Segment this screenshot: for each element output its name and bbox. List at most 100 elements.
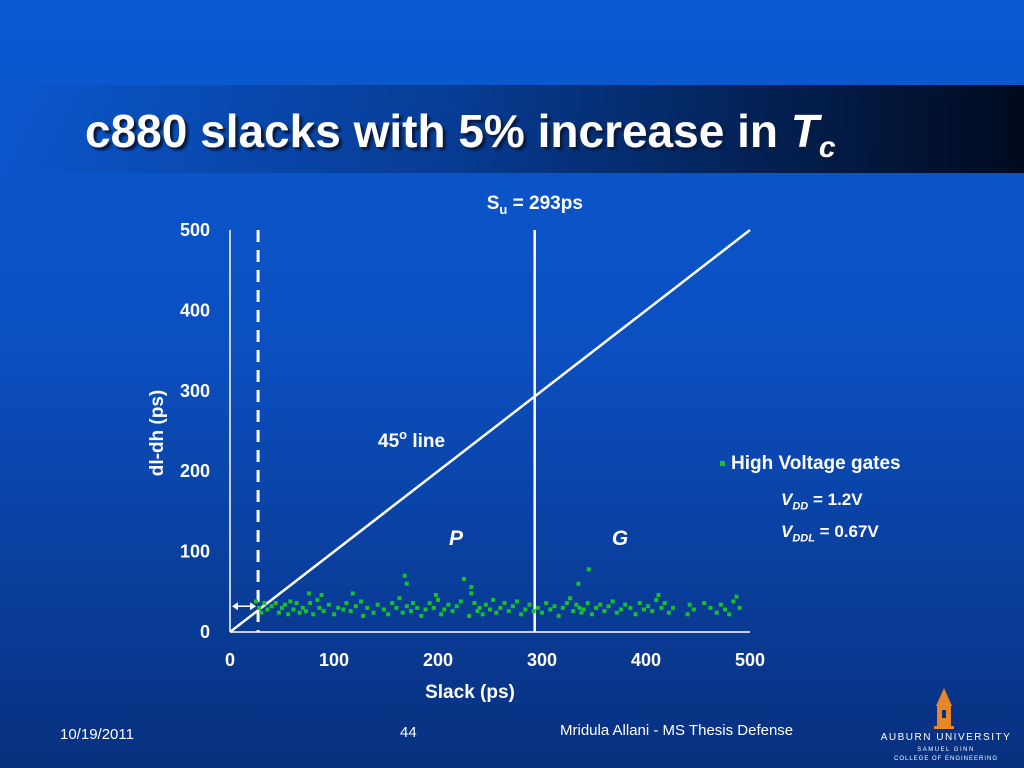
scatter-point bbox=[623, 602, 628, 607]
scatter-point bbox=[515, 599, 520, 604]
scatter-point bbox=[454, 604, 459, 609]
scatter-point bbox=[606, 604, 611, 609]
scatter-point bbox=[319, 593, 324, 598]
scatter-point bbox=[574, 602, 579, 607]
scatter-point bbox=[276, 610, 281, 615]
scatter-point bbox=[646, 604, 651, 609]
scatter-point bbox=[321, 609, 326, 614]
scatter-point bbox=[594, 605, 599, 610]
scatter-point bbox=[480, 612, 485, 617]
scatter-point bbox=[394, 605, 399, 610]
scatter-point bbox=[294, 601, 299, 606]
scatter-point bbox=[585, 601, 590, 606]
scatter-point bbox=[300, 605, 305, 610]
scatter-point bbox=[502, 601, 507, 606]
scatter-point bbox=[723, 607, 728, 612]
scatter-point bbox=[381, 607, 386, 612]
scatter-point bbox=[560, 605, 565, 610]
scatter-point bbox=[262, 601, 267, 606]
scatter-point bbox=[737, 605, 742, 610]
scatter-point bbox=[656, 593, 661, 598]
scatter-point bbox=[317, 605, 322, 610]
scatter-point bbox=[519, 612, 524, 617]
scatter-point bbox=[527, 602, 532, 607]
slide-title: c880 slacks with 5% increase in Tc bbox=[85, 105, 836, 164]
scatter-point bbox=[556, 613, 561, 618]
scatter-point bbox=[462, 576, 466, 581]
scatter-point bbox=[691, 607, 696, 612]
chart-labels: 0 100 200 300 400 500 0 100 200 300 400 500 Slack (p… bbox=[147, 193, 765, 703]
vdd-line: VDD = 1.2V bbox=[781, 490, 863, 513]
scatter-point bbox=[442, 607, 447, 612]
y-tick-label: 100 bbox=[180, 542, 210, 562]
scatter-point bbox=[365, 605, 370, 610]
scatter-point bbox=[544, 601, 549, 606]
scatter-point bbox=[415, 605, 420, 610]
scatter-point bbox=[404, 581, 409, 586]
x-tick-label: 100 bbox=[319, 650, 349, 670]
scatter-point bbox=[577, 605, 582, 610]
scatter-point bbox=[291, 607, 296, 612]
scatter-point bbox=[472, 601, 477, 606]
scatter-point bbox=[633, 612, 638, 617]
region-label-g: G bbox=[612, 527, 628, 550]
scatter-point bbox=[564, 601, 569, 606]
scatter-point bbox=[348, 609, 353, 614]
scatter-point bbox=[361, 613, 366, 618]
scatter-point bbox=[303, 609, 308, 614]
scatter-point bbox=[568, 596, 573, 601]
chart-marks bbox=[229, 229, 751, 633]
scatter-point bbox=[411, 601, 416, 606]
scatter-point bbox=[488, 607, 492, 612]
scatter-point bbox=[265, 607, 270, 612]
scatter-point bbox=[436, 597, 440, 602]
scatter-point bbox=[687, 602, 692, 607]
footer-text: Mridula Allani - MS Thesis Defense bbox=[560, 722, 794, 739]
scatter-point bbox=[650, 609, 655, 614]
scatter-point bbox=[531, 609, 536, 614]
scatter-point bbox=[341, 607, 346, 612]
diagonal-45-line bbox=[229, 229, 751, 633]
scatter-point bbox=[469, 591, 474, 596]
scatter-point bbox=[315, 597, 320, 602]
scatter-point bbox=[353, 604, 358, 609]
scatter-point bbox=[404, 604, 409, 609]
scatter-point bbox=[336, 605, 341, 610]
scatter-point bbox=[614, 610, 619, 615]
scatter-point bbox=[506, 609, 511, 614]
scatter-point bbox=[308, 601, 313, 606]
scatter-point bbox=[458, 599, 463, 604]
scatter-point bbox=[408, 609, 413, 614]
scatter-point bbox=[510, 604, 515, 609]
scatter-point bbox=[571, 609, 576, 614]
scatter-point bbox=[390, 601, 395, 606]
vddl-line: VDDL = 0.67V bbox=[781, 522, 879, 545]
scatter-point bbox=[402, 573, 407, 578]
scatter-point bbox=[494, 610, 499, 615]
scatter-point bbox=[734, 594, 739, 599]
scatter-point bbox=[431, 605, 436, 610]
scatter-point bbox=[286, 612, 291, 617]
scatter-point bbox=[259, 610, 264, 615]
scatter-point bbox=[475, 609, 480, 614]
voltage-notes: VDD = 1.2V VDDL = 0.67V bbox=[781, 487, 879, 552]
x-tick-label: 400 bbox=[631, 650, 661, 670]
scatter-point bbox=[467, 613, 472, 618]
legend: High Voltage gates bbox=[720, 453, 901, 475]
diagonal-label: 45o line bbox=[378, 427, 445, 452]
legend-entry: High Voltage gates bbox=[731, 453, 901, 474]
scatter-point bbox=[727, 612, 732, 617]
scatter-point bbox=[477, 605, 482, 610]
scatter-point bbox=[439, 612, 444, 617]
scatter-point bbox=[685, 612, 690, 617]
y-tick-label: 500 bbox=[180, 220, 210, 240]
y-axis-label: dl-dh (ps) bbox=[147, 390, 168, 477]
scatter-point bbox=[332, 612, 336, 617]
scatter-point bbox=[297, 610, 302, 615]
legend-marker bbox=[720, 461, 725, 467]
scatter-point bbox=[540, 610, 544, 615]
scatter-point bbox=[469, 584, 474, 589]
scatter-point bbox=[491, 597, 496, 602]
logo-text-3: COLLEGE OF ENGINEERING bbox=[894, 756, 998, 762]
